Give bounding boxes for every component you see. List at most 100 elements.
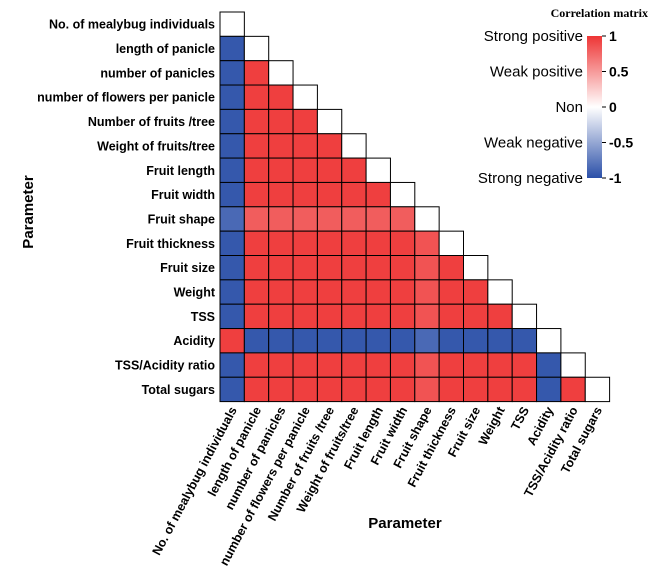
heatmap-cell xyxy=(316,133,343,159)
heatmap-cell xyxy=(560,376,586,403)
heatmap-cell xyxy=(268,303,294,330)
heatmap-cell xyxy=(292,352,318,378)
heatmap-cell xyxy=(365,376,391,403)
y-tick-label: Fruit size xyxy=(160,261,215,275)
y-tick-label: number of panicles xyxy=(100,66,215,80)
heatmap-cell xyxy=(292,84,318,110)
heatmap-cell xyxy=(243,303,270,330)
heatmap-cell xyxy=(389,376,416,403)
heatmap-cell xyxy=(487,328,513,354)
heatmap-cell xyxy=(414,352,440,378)
heatmap-cell xyxy=(219,133,245,159)
color-legend: Correlation matrix 1 Strong positive 0.5 We… xyxy=(478,6,648,187)
heatmap-cell xyxy=(243,352,270,378)
y-tick-label: Fruit shape xyxy=(148,212,215,226)
heatmap-cell xyxy=(365,206,391,232)
heatmap-cell xyxy=(268,181,294,208)
legend-tick-label: -0.5 xyxy=(609,135,633,151)
heatmap-cell xyxy=(365,352,391,378)
y-tick-label: Fruit length xyxy=(146,164,215,178)
heatmap-cell xyxy=(414,376,440,403)
heatmap-cell xyxy=(219,11,245,37)
heatmap-cell xyxy=(511,352,538,378)
heatmap-cell xyxy=(365,157,391,183)
x-tick-label: TSS xyxy=(508,404,532,432)
heatmap-cell xyxy=(219,206,245,232)
heatmap-cell xyxy=(316,328,343,354)
heatmap-cell xyxy=(463,352,489,378)
heatmap-cell xyxy=(463,376,489,403)
heatmap-cell xyxy=(268,279,294,305)
heatmap-cell xyxy=(414,303,440,330)
heatmap-cell xyxy=(414,279,440,305)
heatmap-cell xyxy=(365,279,391,305)
heatmap-cell xyxy=(292,108,318,135)
heatmap-cell xyxy=(243,206,270,232)
heatmap-cell xyxy=(316,108,343,135)
heatmap-cell xyxy=(438,255,464,281)
heatmap-cell xyxy=(268,206,294,232)
heatmap-cell xyxy=(511,328,538,354)
heatmap-cell xyxy=(389,206,416,232)
heatmap-cell xyxy=(341,230,367,256)
heatmap-cell xyxy=(463,328,489,354)
heatmap-cell xyxy=(219,303,245,330)
y-tick-label: Total sugars xyxy=(142,383,215,397)
legend-descriptor: Strong positive xyxy=(484,28,583,45)
y-tick-label: Fruit thickness xyxy=(126,237,215,251)
heatmap-cell xyxy=(389,352,416,378)
x-axis-title: Parameter xyxy=(368,515,442,532)
heatmap-cell xyxy=(487,279,513,305)
heatmap-cell xyxy=(292,255,318,281)
heatmap-cell xyxy=(219,352,245,378)
heatmap-cell xyxy=(243,133,270,159)
heatmap-cell xyxy=(560,352,586,378)
heatmap-cell xyxy=(365,303,391,330)
heatmap-cell xyxy=(292,157,318,183)
heatmap-cell xyxy=(536,352,562,378)
heatmap-cell xyxy=(292,230,318,256)
heatmap-cell xyxy=(219,60,245,86)
y-axis-title: Parameter xyxy=(20,175,37,249)
heatmap-cell xyxy=(365,181,391,208)
heatmap-cell xyxy=(243,35,270,62)
heatmap-cell xyxy=(243,157,270,183)
heatmap-cell xyxy=(389,255,416,281)
y-tick-label: Weight xyxy=(174,286,216,300)
legend-title: Correlation matrix xyxy=(551,6,648,20)
heatmap-cell xyxy=(414,206,440,232)
heatmap-cell xyxy=(341,255,367,281)
heatmap-cell xyxy=(219,35,245,62)
heatmap-cell xyxy=(243,255,270,281)
heatmap-cell xyxy=(243,328,270,354)
heatmap-cell xyxy=(511,303,538,330)
heatmap-cell xyxy=(268,328,294,354)
legend-tick-label: 0.5 xyxy=(609,64,629,80)
heatmap-cell xyxy=(511,376,538,403)
heatmap-cell xyxy=(438,376,464,403)
heatmap-cell xyxy=(389,279,416,305)
heatmap-cell xyxy=(268,60,294,86)
y-tick-label: length of panicle xyxy=(116,42,215,56)
heatmap-cell xyxy=(389,181,416,208)
heatmap-cell xyxy=(292,376,318,403)
heatmap-cell xyxy=(316,376,343,403)
heatmap-cell xyxy=(268,133,294,159)
heatmap-cell xyxy=(243,181,270,208)
legend-descriptor: Weak negative xyxy=(484,135,583,152)
heatmap-cell xyxy=(365,328,391,354)
heatmap-cell xyxy=(243,230,270,256)
heatmap-cell xyxy=(341,328,367,354)
heatmap-cell xyxy=(316,181,343,208)
heatmap-cell xyxy=(219,157,245,183)
heatmap-cell xyxy=(292,181,318,208)
heatmap-cell xyxy=(316,279,343,305)
heatmap-cell xyxy=(341,181,367,208)
heatmap-cell xyxy=(536,328,562,354)
y-tick-label: No. of mealybug individuals xyxy=(49,18,215,32)
heatmap-cell xyxy=(463,279,489,305)
heatmap-cell xyxy=(219,376,245,403)
heatmap-cell xyxy=(268,230,294,256)
heatmap-cell xyxy=(438,279,464,305)
